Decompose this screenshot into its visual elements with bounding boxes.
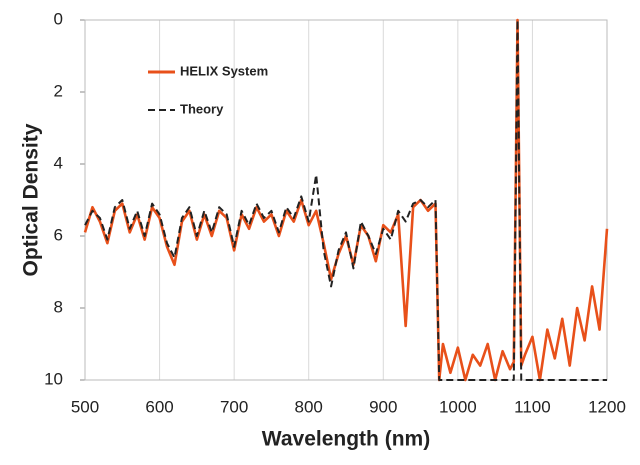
y-tick-label: 4 [54, 153, 63, 172]
x-tick-label: 1100 [514, 397, 551, 416]
legend-label: HELIX System [180, 63, 268, 78]
series-line [84, 19, 607, 381]
x-tick-label: 900 [369, 397, 397, 416]
x-tick-label: 1000 [439, 397, 477, 416]
y-tick-label: 8 [54, 297, 63, 316]
x-tick-label: 1200 [588, 397, 626, 416]
x-tick-label: 600 [145, 397, 173, 416]
x-axis-title: Wavelength (nm) [262, 428, 430, 451]
x-tick-label: 700 [220, 397, 248, 416]
y-tick-label: 2 [54, 81, 63, 100]
y-tick-label: 0 [54, 9, 63, 28]
x-tick-label: 800 [295, 397, 323, 416]
y-axis-title: Optical Density [20, 123, 43, 276]
y-tick-label: 10 [44, 369, 63, 388]
x-tick-label: 500 [71, 397, 99, 416]
legend-label: Theory [180, 101, 224, 116]
y-tick-label: 6 [54, 225, 63, 244]
plot-frame [84, 19, 608, 381]
